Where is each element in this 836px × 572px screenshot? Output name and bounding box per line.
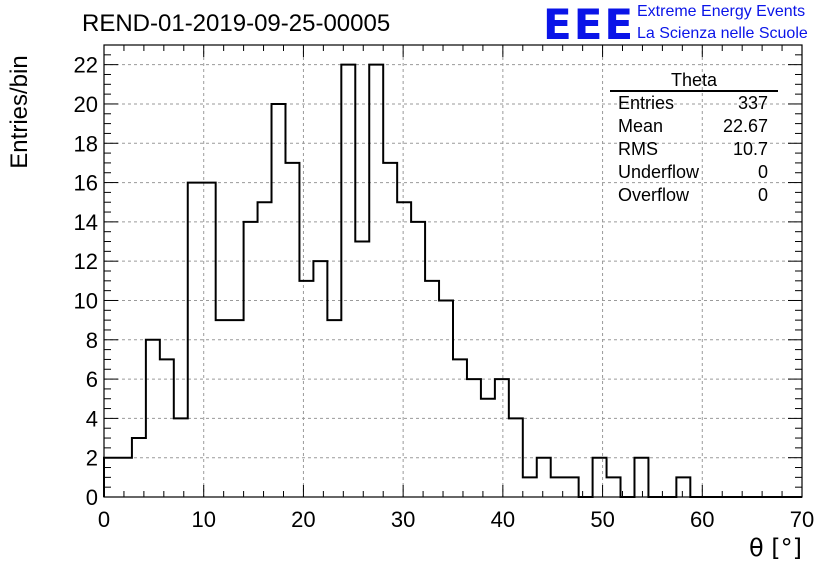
tick-labels: 0 10 20 30 40 50 60 70 0 2 4 6 8 10 12 14 16 18 20 22 bbox=[74, 53, 815, 532]
x-tick-label: 50 bbox=[590, 507, 614, 532]
axes bbox=[103, 44, 803, 498]
histogram-bin bbox=[132, 438, 146, 497]
histogram-outline bbox=[103, 63, 802, 498]
histogram-bin bbox=[258, 202, 272, 497]
x-tick-label: 40 bbox=[491, 507, 515, 532]
x-tick-label: 10 bbox=[191, 507, 215, 532]
stats-label: RMS bbox=[618, 139, 658, 159]
x-tick-label: 30 bbox=[391, 507, 415, 532]
histogram-bin bbox=[425, 281, 439, 497]
stats-row-mean: Mean 22.67 bbox=[610, 115, 778, 138]
histogram-bin bbox=[411, 222, 425, 497]
stats-label: Overflow bbox=[618, 185, 690, 205]
y-tick-label: 18 bbox=[74, 131, 98, 156]
stats-row-entries: Entries 337 bbox=[610, 92, 778, 115]
histogram-bin bbox=[383, 163, 397, 497]
y-tick-label: 4 bbox=[86, 406, 98, 431]
x-tick-label: 60 bbox=[690, 507, 714, 532]
histogram-bin bbox=[327, 320, 341, 497]
stats-label: Entries bbox=[618, 93, 675, 113]
y-tick-label: 6 bbox=[86, 367, 98, 392]
y-tick-label: 0 bbox=[86, 485, 98, 510]
histogram-bin bbox=[523, 477, 537, 497]
histogram-bin bbox=[509, 418, 523, 497]
histogram-bin bbox=[216, 320, 230, 497]
y-axis-label: Entries/bin bbox=[6, 55, 33, 169]
y-tick-label: 12 bbox=[74, 249, 98, 274]
stats-label: Mean bbox=[618, 116, 664, 136]
histogram-bin bbox=[565, 477, 579, 497]
histogram-bin bbox=[174, 418, 188, 497]
histogram-bin bbox=[537, 458, 551, 497]
histogram-bin bbox=[272, 104, 286, 497]
eee-logo: EEE bbox=[543, 0, 636, 49]
y-tick-label: 10 bbox=[74, 288, 98, 313]
x-tick-label: 20 bbox=[291, 507, 315, 532]
histogram-bin bbox=[369, 65, 383, 497]
logo-subtitle-line2: La Scienza nelle Scuole bbox=[637, 25, 808, 42]
y-tick-label: 8 bbox=[86, 328, 98, 353]
stats-title: Theta bbox=[610, 70, 778, 92]
histogram-bin bbox=[634, 458, 648, 497]
y-tick-label: 2 bbox=[86, 446, 98, 471]
y-tick-label: 14 bbox=[74, 210, 98, 235]
x-axis-label: θ [°] bbox=[748, 534, 802, 562]
x-tick-label: 70 bbox=[790, 507, 814, 532]
histogram-bin bbox=[481, 399, 495, 497]
stats-row-overflow: Overflow 0 bbox=[610, 184, 778, 207]
stats-label: Underflow bbox=[618, 162, 700, 182]
histogram-bin bbox=[188, 183, 202, 497]
y-tick-label: 20 bbox=[74, 92, 98, 117]
x-tick-label: 0 bbox=[98, 507, 110, 532]
histogram-bin bbox=[467, 379, 481, 497]
histogram-bin bbox=[341, 65, 355, 497]
stats-value: 0 bbox=[757, 162, 768, 182]
stats-box: Theta Entries 337 Mean 22.67 RMS 10.7 Un… bbox=[610, 70, 778, 207]
histogram-bin bbox=[313, 261, 327, 497]
y-tick-label: 22 bbox=[74, 53, 98, 78]
histogram-bin bbox=[439, 300, 453, 497]
histogram-series bbox=[103, 63, 802, 498]
stats-row-underflow: Underflow 0 bbox=[610, 161, 778, 184]
histogram-bin bbox=[285, 163, 299, 497]
stats-value: 0 bbox=[757, 185, 768, 205]
stats-value: 10.7 bbox=[732, 139, 768, 159]
stats-row-rms: RMS 10.7 bbox=[610, 138, 778, 161]
histogram-bin bbox=[495, 379, 509, 497]
histogram-bin bbox=[355, 242, 369, 497]
run-title: REND-01-2019-09-25-00005 bbox=[82, 10, 391, 37]
histogram-bin bbox=[453, 359, 467, 497]
histogram-bin bbox=[160, 359, 174, 497]
histogram-bin bbox=[118, 458, 132, 497]
histogram-bin bbox=[299, 281, 313, 497]
logo-subtitle-line1: Extreme Energy Events bbox=[637, 3, 806, 20]
histogram-bin bbox=[230, 320, 244, 497]
stats-value: 22.67 bbox=[722, 116, 768, 136]
histogram-bin bbox=[244, 222, 258, 497]
stats-value: 337 bbox=[737, 93, 768, 113]
histogram-bin bbox=[593, 458, 607, 497]
histogram-bin bbox=[202, 183, 216, 497]
y-tick-label: 16 bbox=[74, 171, 98, 196]
histogram-bin bbox=[397, 202, 411, 497]
histogram-bin bbox=[146, 340, 160, 497]
histogram-bin bbox=[607, 477, 621, 497]
histogram-bin bbox=[676, 477, 690, 497]
